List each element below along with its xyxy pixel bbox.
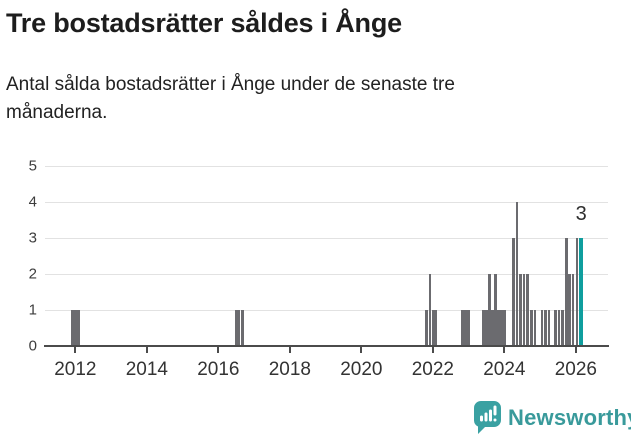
x-axis-line xyxy=(44,344,609,347)
x-axis-tick-label: 2012 xyxy=(54,358,97,380)
bar xyxy=(571,273,575,345)
chart-subtitle: Antal sålda bostadsrätter i Ånge under d… xyxy=(6,74,455,123)
bar xyxy=(500,309,503,345)
x-axis-tick xyxy=(217,346,220,353)
y-gridline xyxy=(45,237,608,239)
bar xyxy=(526,273,529,345)
x-axis-tick-label: 2016 xyxy=(197,358,240,380)
bar xyxy=(434,309,437,345)
y-axis-tick-label: 3 xyxy=(28,229,37,246)
newsworthy-logo[interactable]: Newsworthy xyxy=(473,401,631,434)
x-axis-tick-label: 2024 xyxy=(483,358,526,380)
bar xyxy=(554,309,557,345)
bar xyxy=(547,309,551,345)
y-gridline xyxy=(45,201,608,203)
bar xyxy=(515,201,519,345)
y-gridline xyxy=(45,309,608,311)
x-axis-tick-label: 2020 xyxy=(340,358,383,380)
bar xyxy=(71,309,74,345)
highlight-bar xyxy=(579,237,583,345)
x-axis-tick xyxy=(503,346,506,353)
x-axis-tick xyxy=(74,346,77,353)
bar xyxy=(485,309,488,345)
bar xyxy=(561,309,564,345)
bar xyxy=(494,273,497,345)
page-title: Tre bostadsrätter såldes i Ånge xyxy=(6,8,402,38)
bar xyxy=(575,237,579,345)
bar xyxy=(425,309,429,345)
y-axis-tick-label: 1 xyxy=(28,301,37,318)
x-axis-tick xyxy=(360,346,363,353)
x-axis-tick xyxy=(431,346,434,353)
bar xyxy=(234,309,238,345)
y-axis-tick-label: 5 xyxy=(28,157,37,174)
y-axis-tick-label: 4 xyxy=(28,193,37,210)
x-axis-tick xyxy=(145,346,148,353)
bar xyxy=(533,309,537,345)
bar xyxy=(503,309,506,345)
bar xyxy=(491,309,494,345)
newsworthy-bubble-chart-icon xyxy=(473,401,501,434)
x-axis-tick-label: 2026 xyxy=(554,358,597,380)
bar xyxy=(488,273,491,345)
x-axis-tick xyxy=(574,346,577,353)
bar xyxy=(467,309,470,345)
bar xyxy=(496,309,500,345)
bar xyxy=(540,309,544,345)
y-gridline xyxy=(45,165,608,167)
x-axis-tick-label: 2022 xyxy=(411,358,454,380)
bar xyxy=(522,273,526,345)
bar xyxy=(241,309,244,345)
bar xyxy=(428,273,432,345)
bar-chart: 0 1 2 3 4 5 2012 2014 2016 2018 2020 2022 2024 2026 3 xyxy=(0,140,631,390)
bar xyxy=(76,309,80,345)
y-gridline xyxy=(45,273,608,275)
y-axis-tick-label: 0 xyxy=(28,337,37,354)
bar xyxy=(461,309,464,345)
newsworthy-logo-text: Newsworthy xyxy=(508,404,631,430)
bar xyxy=(237,309,241,345)
bar xyxy=(511,237,515,345)
latest-value-label: 3 xyxy=(575,202,587,225)
bar xyxy=(431,309,435,345)
bar xyxy=(464,309,468,345)
x-axis-tick-label: 2014 xyxy=(125,358,169,380)
bar xyxy=(565,237,568,345)
x-axis-tick-label: 2018 xyxy=(268,358,311,380)
bar xyxy=(482,309,485,345)
bar xyxy=(568,273,572,345)
bar xyxy=(519,273,523,345)
bar xyxy=(557,309,561,345)
bar xyxy=(530,309,533,345)
x-axis-tick xyxy=(288,346,291,353)
y-axis-tick-label: 2 xyxy=(28,265,37,282)
bar xyxy=(74,309,77,345)
bar xyxy=(544,309,547,345)
